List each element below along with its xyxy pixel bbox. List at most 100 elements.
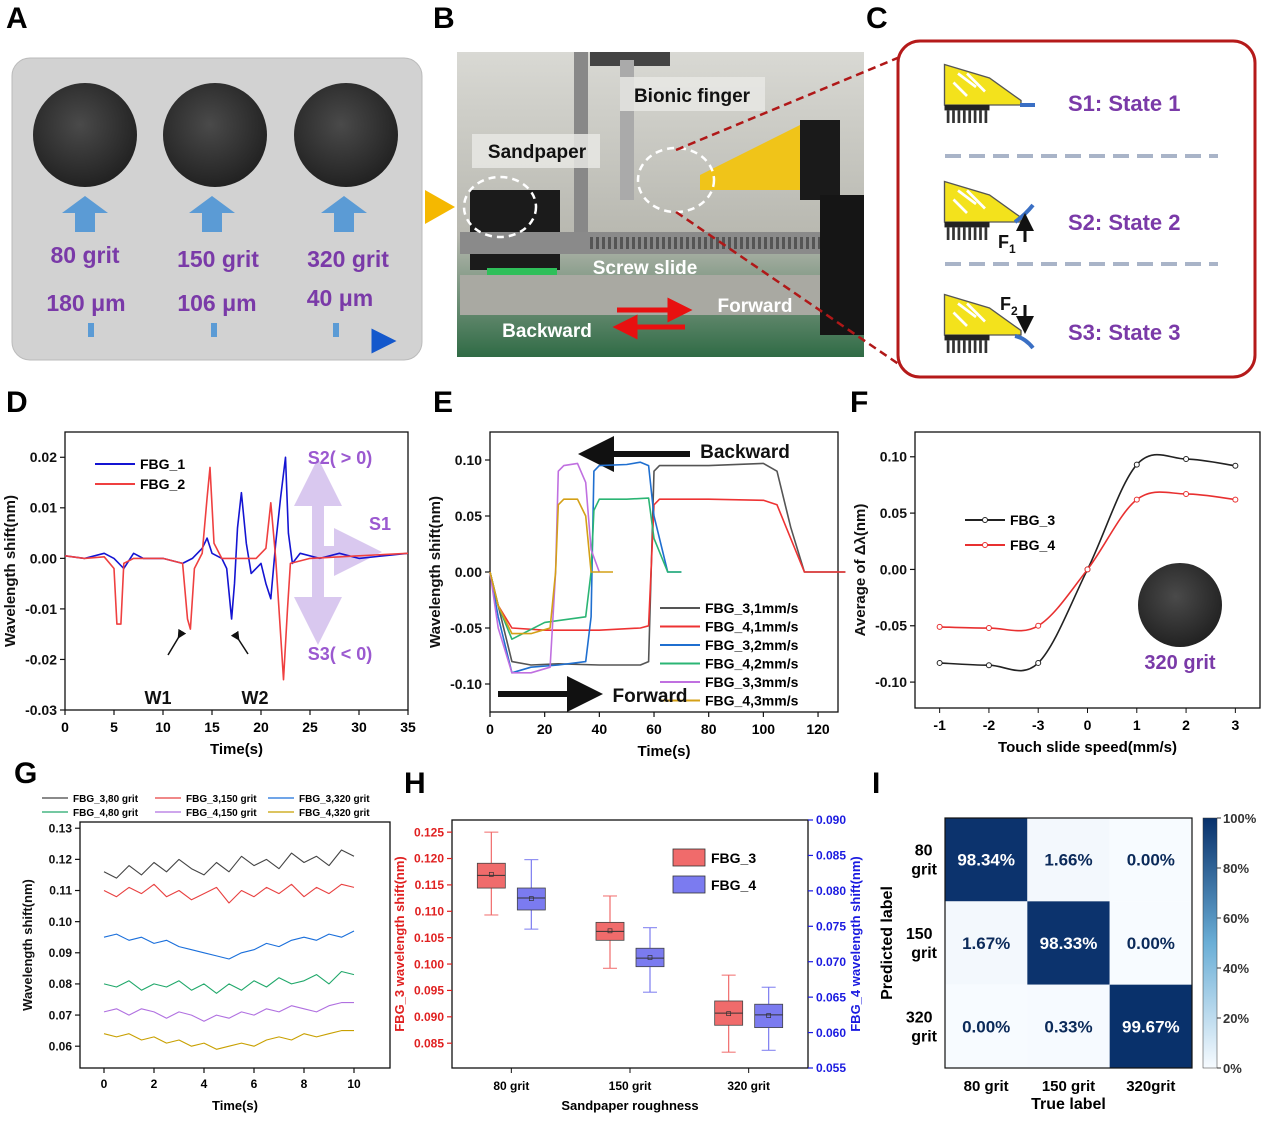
- pointer: [425, 190, 455, 224]
- x-tick-label: 80 grit: [493, 1079, 529, 1093]
- photo-label: Backward: [502, 321, 592, 342]
- grit-label: 320 grit: [307, 246, 389, 272]
- photo-label: Sandpaper: [488, 142, 587, 163]
- data-point: [936, 659, 943, 666]
- plot-frame: [64, 431, 409, 711]
- heatmap-cell: [1027, 818, 1110, 902]
- y-tick-label: -0.10: [450, 676, 482, 692]
- legend-label: FBG_3,3mm/s: [705, 674, 799, 690]
- y-tick-label: 0.120: [414, 852, 444, 866]
- pointer-arrow: [167, 628, 187, 656]
- x-tick-label: -2: [983, 717, 996, 733]
- photo-label: Bionic finger: [634, 86, 751, 107]
- x-axis-label: True label: [1031, 1096, 1106, 1113]
- y-tick-label: 0.090: [816, 813, 846, 827]
- panel-b: Bionic finger Sandpaper Screw slide Forw…: [457, 52, 901, 367]
- heatmap-cell: [1027, 984, 1110, 1068]
- panel-label: C: [866, 2, 888, 35]
- cell-label: 1.67%: [962, 934, 1010, 953]
- panel-a: 80 grit 150 grit 320 grit 180 μm 106 μm …: [11, 57, 455, 361]
- series-line: [103, 970, 355, 994]
- data-point: [1183, 490, 1190, 497]
- legend-label: FBG_4,3mm/s: [705, 693, 799, 709]
- legend-label: FBG_4,320 grit: [299, 808, 370, 819]
- pointer-arrow: [230, 630, 249, 655]
- motor: [820, 195, 864, 335]
- y-tick-label: 0.105: [414, 931, 444, 945]
- colorbar: [1202, 817, 1218, 1069]
- legend-label: FBG_3: [711, 850, 756, 866]
- x-tick-label: 320grit: [1126, 1078, 1175, 1095]
- mean: [766, 1013, 772, 1018]
- x-tick-label: 25: [302, 719, 318, 735]
- heatmap-cell: [1109, 818, 1192, 902]
- data-point: [985, 662, 992, 669]
- x-tick-label: 4: [201, 1077, 208, 1091]
- y-tick-label: 0.090: [414, 1010, 444, 1024]
- y-tick-label: 80 grit: [911, 843, 937, 879]
- legend-label: FBG_4,1mm/s: [705, 619, 799, 635]
- grit-label: 150 grit: [177, 246, 259, 272]
- force-label: F1: [998, 232, 1016, 256]
- data-point: [1084, 566, 1091, 573]
- annotation: W1: [145, 688, 172, 708]
- y-tick-label: 150 grit: [906, 926, 938, 962]
- x-tick-label: 150 grit: [1042, 1078, 1095, 1095]
- y-tick-label: 0.11: [49, 884, 72, 898]
- size-label: 40 μm: [307, 285, 374, 311]
- colorbar-label: 0%: [1223, 1061, 1242, 1076]
- photo-label: Screw slide: [593, 258, 698, 279]
- colorbar-label: 60%: [1223, 911, 1249, 926]
- grit-label: 80 grit: [50, 242, 119, 268]
- series-line: [103, 1030, 354, 1050]
- series-line: [103, 1002, 354, 1022]
- data-point: [1035, 659, 1042, 666]
- y-tick-label: 0.10: [455, 452, 482, 468]
- size-label: 180 μm: [46, 290, 125, 316]
- x-tick-label: 120: [806, 721, 830, 737]
- data-point: [1183, 456, 1190, 463]
- annotation: Backward: [700, 442, 790, 463]
- series-line: [489, 462, 846, 666]
- y-tick-label: -0.02: [25, 651, 57, 667]
- up-arrow: [189, 196, 235, 232]
- y-tick-label: -0.03: [25, 702, 57, 718]
- sandpaper-disc: [1138, 563, 1222, 647]
- x-tick-label: 35: [400, 719, 416, 735]
- x-tick-label: 10: [155, 719, 171, 735]
- y-axis-label: FBG_3 wavelength shift(nm): [392, 856, 407, 1032]
- annotation: S1: [369, 514, 391, 534]
- series-line: [64, 456, 409, 620]
- up-arrow: [62, 196, 108, 232]
- mean: [607, 928, 613, 934]
- legend-label: FBG_3,150 grit: [186, 794, 257, 805]
- legend-label: FBG_4: [711, 877, 756, 893]
- label-bg: [620, 77, 765, 111]
- panel-label: H: [404, 767, 426, 800]
- y-tick-label: 0.00: [30, 550, 57, 566]
- legend-label: FBG_3,320 grit: [299, 794, 370, 805]
- x-tick-label: 3: [1231, 717, 1239, 733]
- box: [635, 947, 665, 968]
- annotation: W2: [242, 688, 269, 708]
- x-tick-label: 15: [204, 719, 220, 735]
- legend-label: FBG_4: [1010, 537, 1055, 553]
- mean: [726, 1011, 732, 1017]
- y-tick-label: -0.01: [25, 601, 57, 617]
- y-tick-label: 0.02: [30, 449, 57, 465]
- y-tick-label: -0.05: [450, 620, 482, 636]
- heatmap-cell: [1109, 984, 1192, 1068]
- state-label: S1: State 1: [1068, 91, 1181, 116]
- y-tick-label: 0.125: [414, 825, 444, 839]
- box: [754, 1003, 784, 1029]
- y-tick-label: 0.100: [414, 957, 444, 971]
- y-tick-label: 0.070: [816, 955, 846, 969]
- plot-frame: [79, 821, 391, 1069]
- x-tick-label: 2: [151, 1077, 158, 1091]
- x-axis-label: Touch slide speed(mm/s): [998, 739, 1177, 756]
- x-tick-label: 80 grit: [964, 1078, 1009, 1095]
- x-axis-label: Time(s): [637, 743, 690, 760]
- x-tick-label: 10: [347, 1077, 361, 1091]
- legend-label: FBG_4,2mm/s: [705, 656, 799, 672]
